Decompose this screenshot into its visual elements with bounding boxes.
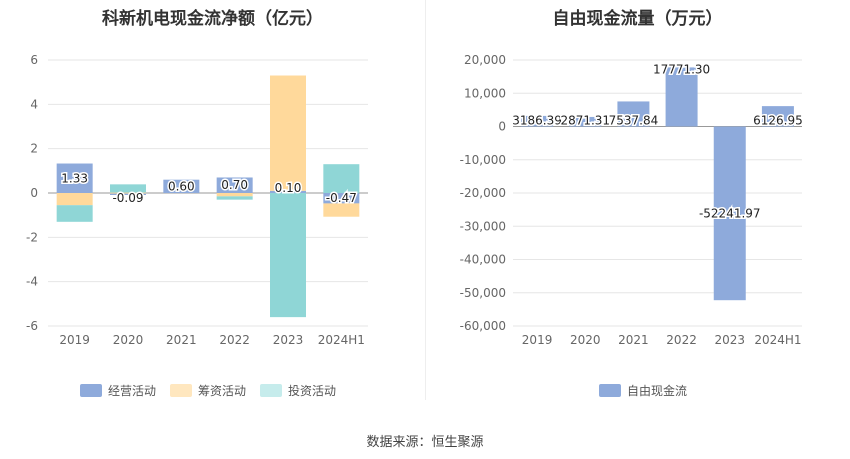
legend-swatch-investing: [260, 384, 283, 397]
c0-bar-经营活动-2020: [110, 193, 146, 195]
c0-ytick-label: 4: [30, 97, 38, 111]
legend-swatch-financing: [170, 384, 193, 397]
c0-bar-投资活动-2024H1: [323, 164, 360, 193]
c1-data-label: 7537.84: [609, 114, 659, 128]
c0-bar-经营活动-2023: [270, 190, 306, 193]
c1-ytick-label: 20,000: [464, 53, 506, 67]
c1-ytick-label: 0: [498, 120, 506, 134]
left-chart-title: 科新机电现金流净额（亿元）: [102, 9, 323, 29]
c1-ytick-label: -50,000: [460, 286, 506, 300]
c1-data-label: 6126.95: [753, 114, 803, 128]
c0-data-label: 1.33: [61, 171, 88, 185]
c0-bar-经营活动-2019: [56, 163, 93, 193]
c0-ytick-label: -6: [26, 319, 38, 333]
c0-ytick-label: 0: [30, 186, 38, 200]
c0-bar-筹资活动-2024H1: [323, 203, 360, 217]
legend-swatch-fcf: [599, 384, 621, 397]
c0-xtick-label: 2020: [113, 333, 144, 347]
c0-bar-经营活动-2021: [163, 179, 200, 193]
c1-ytick-label: -60,000: [460, 319, 506, 333]
legend-label-financing: 筹资活动: [198, 384, 247, 398]
c1-ytick-label: -10,000: [460, 153, 506, 167]
c0-bar-筹资活动-2019: [56, 193, 93, 206]
c0-ytick-label: -4: [26, 275, 38, 289]
c1-data-label: 2871.31: [560, 114, 610, 128]
legend-item-fcf[interactable]: 自由现金流: [599, 382, 687, 399]
c1-xtick-label: 2023: [714, 333, 745, 347]
c0-bar-经营活动-2024H1: [323, 193, 360, 204]
c1-data-label: -52241.97: [699, 206, 761, 220]
c1-data-label: 17771.30: [653, 62, 710, 76]
c0-bar-投资活动-2020: [110, 184, 146, 193]
c0-data-label: -0.09: [112, 191, 143, 205]
c1-data-label: 3186.39: [512, 114, 562, 128]
legend-item-operating[interactable]: 经营活动: [80, 382, 156, 399]
c0-bar-经营活动-2022: [216, 177, 253, 193]
legend-label-investing: 投资活动: [288, 384, 337, 398]
legend-swatch-operating: [80, 384, 102, 397]
panel-divider: [425, 0, 426, 400]
c1-bar-自由现金流-2020: [569, 116, 602, 127]
c1-xtick-label: 2019: [522, 333, 553, 347]
c0-xtick-label: 2024H1: [318, 333, 365, 347]
legend-label-operating: 经营活动: [108, 384, 157, 398]
c1-ytick-label: 10,000: [464, 86, 506, 100]
c0-xtick-label: 2021: [166, 333, 197, 347]
right-chart-legend: 自由现金流: [599, 382, 701, 399]
c0-data-label: 0.60: [168, 179, 195, 193]
c1-bar-自由现金流-2022: [665, 67, 698, 127]
c0-xtick-label: 2019: [59, 333, 90, 347]
c0-bar-投资活动-2023: [270, 193, 306, 318]
c0-xtick-label: 2023: [273, 333, 304, 347]
c0-ytick-label: 2: [30, 142, 38, 156]
c1-xtick-label: 2021: [618, 333, 649, 347]
c1-bar-自由现金流-2024H1: [761, 106, 794, 127]
c0-bar-投资活动-2022: [216, 196, 253, 200]
c0-ytick-label: -2: [26, 230, 38, 244]
legend-item-investing[interactable]: 投资活动: [260, 382, 336, 399]
c0-ytick-label: 6: [30, 53, 38, 67]
c1-bar-自由现金流-2023: [713, 126, 746, 301]
c1-bar-自由现金流-2021: [617, 101, 650, 127]
c0-data-label: 0.70: [221, 178, 248, 192]
data-source-note: 数据来源：恒生聚源: [366, 435, 484, 450]
c0-bar-投资活动-2019: [56, 205, 93, 222]
c0-xtick-label: 2022: [219, 333, 250, 347]
c1-bar-自由现金流-2019: [521, 115, 554, 127]
c1-xtick-label: 2020: [570, 333, 601, 347]
left-chart-legend: 经营活动 筹资活动 投资活动: [80, 382, 350, 399]
legend-item-financing[interactable]: 筹资活动: [170, 382, 246, 399]
c1-ytick-label: -40,000: [460, 253, 506, 267]
c0-data-label: 0.10: [275, 181, 302, 195]
c0-data-label: -0.47: [326, 191, 357, 205]
c1-ytick-label: -20,000: [460, 186, 506, 200]
c0-bar-筹资活动-2020: [110, 192, 146, 194]
c1-xtick-label: 2022: [666, 333, 697, 347]
c1-xtick-label: 2024H1: [754, 333, 801, 347]
c0-bar-筹资活动-2022: [216, 193, 253, 197]
c1-ytick-label: -30,000: [460, 219, 506, 233]
legend-label-fcf: 自由现金流: [627, 384, 688, 398]
c0-bar-筹资活动-2023: [270, 75, 306, 191]
right-chart-title: 自由现金流量（万元）: [552, 9, 723, 29]
